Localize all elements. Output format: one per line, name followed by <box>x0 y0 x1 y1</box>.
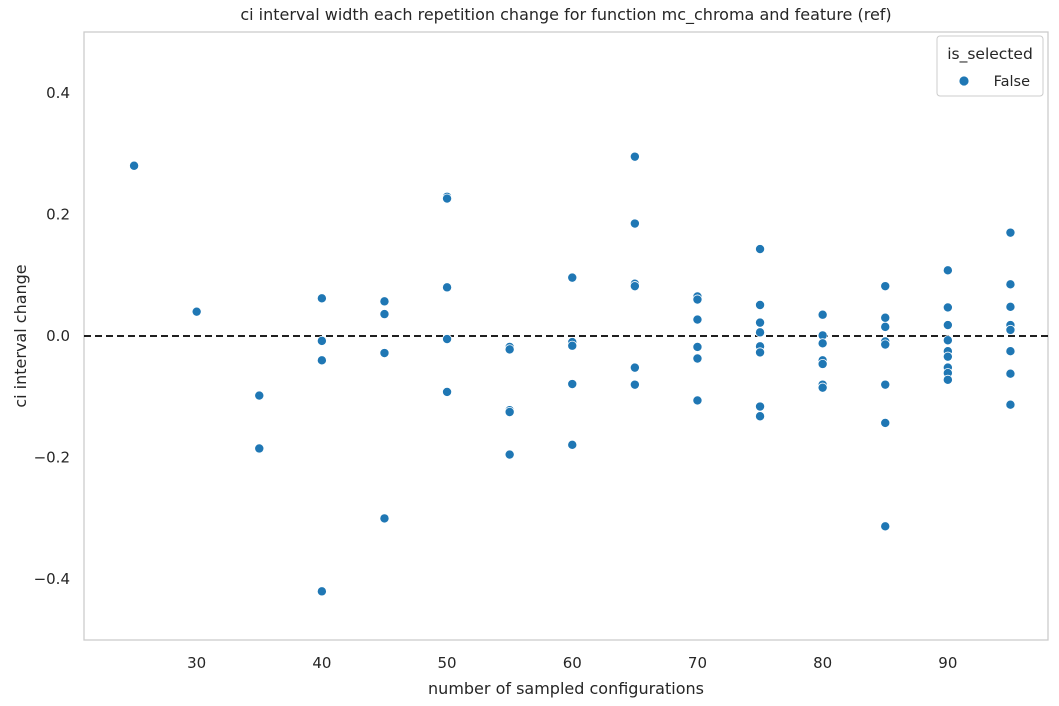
data-point <box>942 351 953 362</box>
legend: is_selected False <box>936 35 1044 97</box>
y-tick-label: −0.2 <box>34 449 70 467</box>
data-point <box>629 379 640 390</box>
data-point <box>567 340 578 351</box>
data-point <box>442 334 453 345</box>
legend-title: is_selected <box>947 45 1033 64</box>
legend-entry-label: False <box>994 74 1030 90</box>
data-point <box>442 282 453 293</box>
y-tick-label: 0.0 <box>46 327 70 345</box>
data-point <box>880 417 891 428</box>
data-point <box>817 309 828 320</box>
data-point <box>692 395 703 406</box>
data-point <box>880 379 891 390</box>
y-axis-ticks: −0.4 −0.2 0.0 0.2 0.4 <box>34 84 70 588</box>
data-point <box>504 449 515 460</box>
x-tick-label: 60 <box>563 654 582 672</box>
data-point <box>817 382 828 393</box>
x-axis-label: number of sampled configurations <box>428 679 704 698</box>
data-point <box>755 299 766 310</box>
data-point <box>504 406 515 417</box>
data-point <box>1005 227 1016 238</box>
data-point <box>880 321 891 332</box>
x-axis-ticks: 30 40 50 60 70 80 90 <box>187 654 957 672</box>
data-point <box>880 312 891 323</box>
data-point <box>1005 346 1016 357</box>
data-point <box>817 358 828 369</box>
data-point <box>316 586 327 597</box>
data-point <box>316 355 327 366</box>
data-point <box>1005 324 1016 335</box>
data-point <box>755 401 766 412</box>
data-point <box>942 374 953 385</box>
data-point <box>379 513 390 524</box>
data-point <box>755 411 766 422</box>
data-point <box>1005 301 1016 312</box>
data-point <box>880 521 891 532</box>
data-point <box>942 265 953 276</box>
data-point <box>880 339 891 350</box>
y-tick-label: −0.4 <box>34 570 70 588</box>
data-point <box>942 320 953 331</box>
x-tick-label: 80 <box>813 654 832 672</box>
x-tick-label: 50 <box>438 654 457 672</box>
data-point <box>692 341 703 352</box>
data-point <box>755 317 766 328</box>
data-point <box>817 338 828 349</box>
data-point <box>692 353 703 364</box>
data-point <box>629 218 640 229</box>
data-point <box>379 309 390 320</box>
data-point <box>567 379 578 390</box>
y-axis-label: ci interval change <box>11 264 30 407</box>
data-point <box>316 335 327 346</box>
data-point <box>191 306 202 317</box>
data-point <box>880 281 891 292</box>
data-point <box>755 347 766 358</box>
data-point <box>692 294 703 305</box>
data-point <box>755 327 766 338</box>
data-point <box>316 293 327 304</box>
data-point <box>692 314 703 325</box>
x-tick-label: 90 <box>938 654 957 672</box>
y-tick-label: 0.4 <box>46 84 70 102</box>
chart-title: ci interval width each repetition change… <box>240 5 891 25</box>
data-point <box>442 386 453 397</box>
legend-marker <box>958 75 970 87</box>
x-tick-label: 40 <box>312 654 331 672</box>
y-tick-label: 0.2 <box>46 205 70 223</box>
data-point <box>629 151 640 162</box>
x-tick-label: 30 <box>187 654 206 672</box>
data-point <box>504 344 515 355</box>
data-point <box>129 160 140 171</box>
data-point <box>442 193 453 204</box>
data-point <box>254 390 265 401</box>
x-tick-label: 70 <box>688 654 707 672</box>
data-point <box>567 439 578 450</box>
data-point <box>1005 279 1016 290</box>
data-point <box>1005 399 1016 410</box>
data-points <box>129 151 1016 597</box>
data-point <box>629 362 640 373</box>
data-point <box>1005 368 1016 379</box>
data-point <box>379 296 390 307</box>
data-point <box>379 348 390 359</box>
data-point <box>942 335 953 346</box>
data-point <box>629 281 640 292</box>
data-point <box>254 443 265 454</box>
data-point <box>755 244 766 255</box>
data-point <box>942 302 953 313</box>
data-point <box>567 272 578 283</box>
